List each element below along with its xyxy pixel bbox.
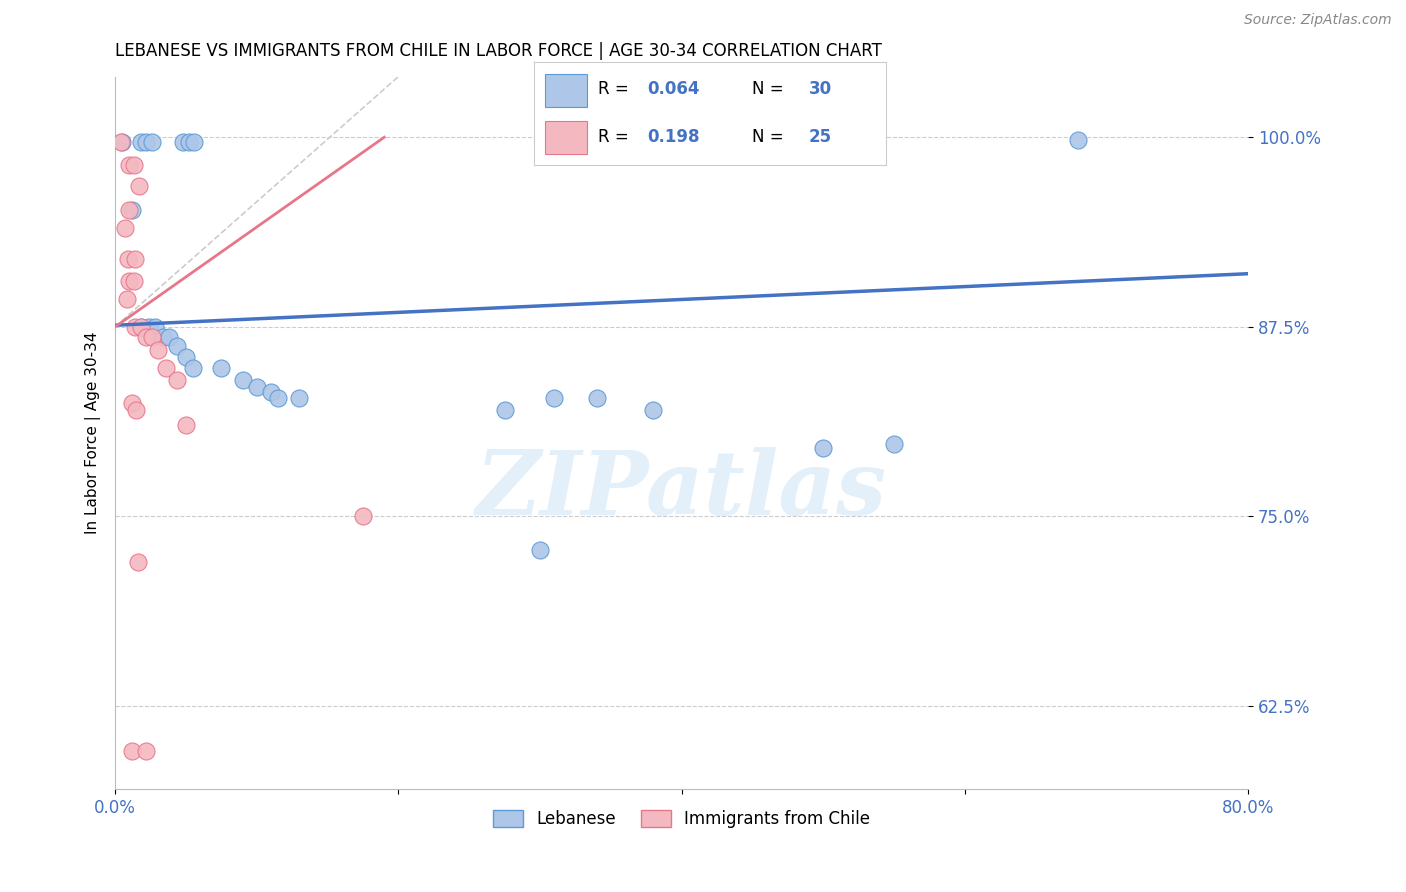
Point [152, 330, 174, 344]
Point [146, 343, 169, 357]
Point [135, 744, 157, 758]
Point [110, 135, 132, 149]
Point [883, 436, 905, 450]
Text: 30: 30 [808, 80, 831, 98]
Point [121, 202, 143, 217]
Point [121, 395, 143, 409]
Text: N =: N = [752, 128, 789, 146]
Legend: Lebanese, Immigrants from Chile: Lebanese, Immigrants from Chile [486, 803, 877, 834]
Text: R =: R = [598, 128, 634, 146]
Point [118, 274, 141, 288]
Point [118, 157, 141, 171]
Point [177, 135, 200, 149]
Point [135, 135, 157, 149]
Text: Source: ZipAtlas.com: Source: ZipAtlas.com [1244, 13, 1392, 28]
Point [115, 293, 138, 307]
Text: ZIPatlas: ZIPatlas [477, 447, 887, 533]
Point [138, 319, 160, 334]
Point [155, 360, 177, 375]
Point [141, 330, 163, 344]
Point [143, 319, 166, 334]
Text: 0.064: 0.064 [647, 80, 699, 98]
Point [232, 373, 254, 387]
Point [811, 441, 834, 455]
Point [117, 252, 139, 266]
Point [111, 135, 134, 149]
Bar [544, 74, 586, 106]
Point [543, 391, 565, 405]
Point [209, 360, 232, 375]
Text: 25: 25 [808, 128, 831, 146]
Point [114, 221, 136, 235]
Point [118, 202, 141, 217]
Y-axis label: In Labor Force | Age 30-34: In Labor Force | Age 30-34 [86, 332, 101, 534]
Point [174, 418, 197, 433]
Point [1067, 133, 1090, 147]
Point [181, 360, 204, 375]
Point [260, 384, 283, 399]
Point [288, 391, 311, 405]
Text: LEBANESE VS IMMIGRANTS FROM CHILE IN LABOR FORCE | AGE 30-34 CORRELATION CHART: LEBANESE VS IMMIGRANTS FROM CHILE IN LAB… [115, 42, 882, 60]
Point [129, 135, 152, 149]
Point [172, 135, 194, 149]
Text: 0.198: 0.198 [647, 128, 699, 146]
Point [124, 252, 146, 266]
Point [157, 330, 180, 344]
Point [125, 403, 148, 417]
Point [124, 319, 146, 334]
Text: N =: N = [752, 80, 789, 98]
Point [141, 135, 163, 149]
Point [529, 542, 551, 557]
Point [166, 339, 188, 353]
Point [166, 373, 188, 387]
Point [122, 157, 145, 171]
Point [122, 274, 145, 288]
Point [135, 330, 157, 344]
Point [174, 350, 197, 364]
Point [121, 744, 143, 758]
Point [494, 403, 516, 417]
Point [127, 555, 149, 569]
Point [585, 391, 607, 405]
Point [129, 319, 152, 334]
Bar [544, 121, 586, 153]
Point [267, 391, 290, 405]
Point [128, 178, 150, 193]
Point [246, 380, 269, 394]
Point [643, 403, 665, 417]
Point [183, 135, 205, 149]
Point [352, 509, 374, 524]
Text: R =: R = [598, 80, 634, 98]
Point [129, 319, 152, 334]
